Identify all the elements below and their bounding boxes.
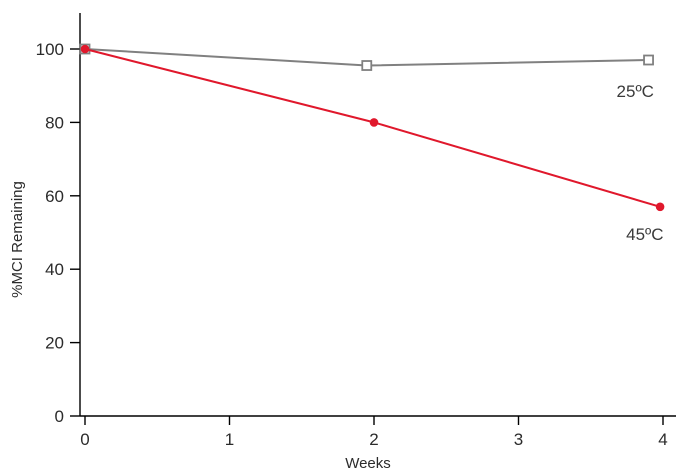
y-tick-label-20: 20 <box>45 334 64 353</box>
series-0-point-2 <box>643 54 654 66</box>
series-0: 25ºC <box>79 43 654 101</box>
y-tick-label-0: 0 <box>55 407 64 426</box>
series-layer: 25ºC 45ºC <box>79 43 665 244</box>
y-tick-label-60: 60 <box>45 187 64 206</box>
x-axis-label: Weeks <box>345 455 391 472</box>
x-tick-label-4: 4 <box>658 430 667 449</box>
axes <box>79 13 676 417</box>
series-1-point-0 <box>80 44 90 54</box>
x-tick-label-3: 3 <box>514 430 523 449</box>
series-1-point-2 <box>655 202 665 212</box>
y-axis-label: %MCI Remaining <box>9 181 26 298</box>
y-ticks: 0 20 40 60 80 100 <box>36 40 80 426</box>
series-line-1 <box>84 48 661 208</box>
y-tick-label-40: 40 <box>45 260 64 279</box>
x-tick-label-1: 1 <box>225 430 234 449</box>
series-0-point-1 <box>361 60 373 71</box>
y-tick-label-80: 80 <box>45 113 64 132</box>
series-label-1: 45ºC <box>626 225 663 244</box>
x-tick-label-2: 2 <box>369 430 378 449</box>
series-1-point-1 <box>369 118 379 127</box>
x-tick-label-0: 0 <box>80 430 89 449</box>
series-1: 45ºC <box>80 44 665 244</box>
y-tick-label-100: 100 <box>36 40 64 59</box>
series-label-0: 25ºC <box>617 82 654 101</box>
x-ticks: 0 1 2 3 4 <box>80 416 668 449</box>
